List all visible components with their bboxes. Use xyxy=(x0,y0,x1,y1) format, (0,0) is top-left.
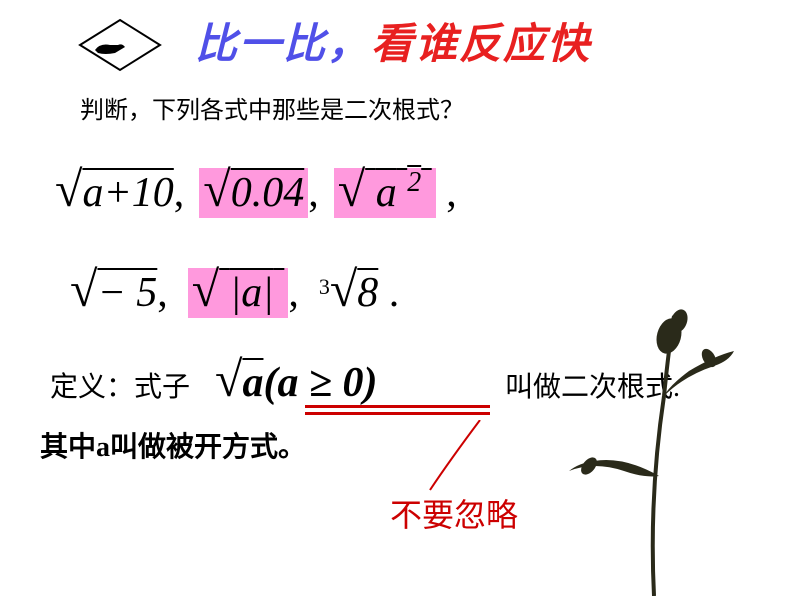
expr-sqrt-neg5: √− 5, xyxy=(70,260,168,318)
hand-diamond-icon xyxy=(70,15,170,75)
expr-cuberoot-8: 3√8 . xyxy=(319,260,399,318)
plant-decoration-icon xyxy=(554,296,754,596)
title-part2: 看谁反应快 xyxy=(371,22,591,68)
question-text: 判断，下列各式中那些是二次根式？ xyxy=(80,90,464,125)
expr-sqrt-004: √0.04, xyxy=(199,160,318,218)
double-underline xyxy=(305,405,490,415)
definition-formula: √a(a ≥ 0) xyxy=(215,350,377,408)
expr-sqrt-a10: √a+10, xyxy=(55,160,184,218)
expr-sqrt-a2: √ a 2 , xyxy=(334,160,457,218)
expressions-row-1: √a+10, √0.04, √ a 2 , xyxy=(55,160,457,218)
definition-prefix: 定义：式子 xyxy=(50,365,190,405)
expressions-row-2: √− 5, √ |a| , 3√8 . xyxy=(70,260,399,318)
note-connector-line xyxy=(420,420,520,500)
page-title: 比一比，看谁反应快 xyxy=(195,10,591,71)
sub-text: 其中a叫做被开方式。 xyxy=(40,425,306,465)
title-part1: 比一比， xyxy=(195,22,371,68)
expr-sqrt-abs-a: √ |a| , xyxy=(188,260,299,318)
note-text: 不要忽略 xyxy=(390,490,518,536)
